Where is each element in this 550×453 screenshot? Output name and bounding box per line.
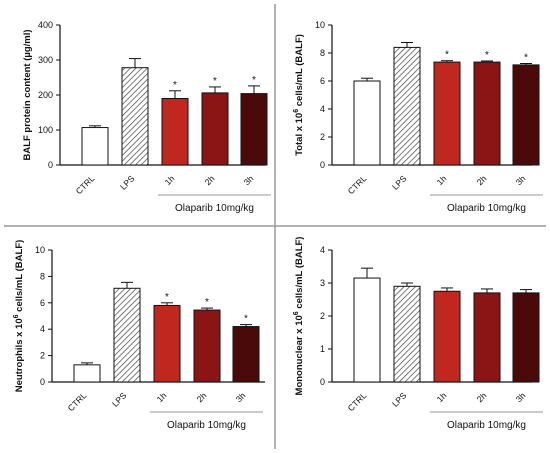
y-axis-title: BALF protein content (µg/ml) — [22, 29, 33, 160]
y-tick-label: 4 — [320, 245, 325, 255]
y-tick-label: 4 — [40, 324, 45, 334]
bar-3h — [232, 326, 260, 383]
bar-1h — [433, 61, 461, 166]
y-tick-label: 3 — [320, 278, 325, 288]
y-tick-label: 8 — [320, 48, 325, 58]
bar-lps — [393, 285, 421, 383]
category-label: 1h — [155, 390, 169, 404]
bar-3h — [240, 93, 268, 166]
category-label: 1h — [435, 390, 449, 404]
significance-star: * — [244, 314, 248, 325]
group-label: Olaparib 10mg/kg — [447, 420, 526, 431]
y-tick-label: 0 — [40, 377, 45, 387]
category-label: CTRL — [74, 173, 97, 196]
category-label: 3h — [514, 173, 528, 187]
significance-star: * — [173, 80, 177, 91]
category-label: 3h — [242, 173, 256, 187]
y-tick-label: 1 — [320, 344, 325, 354]
y-tick-label: 6 — [40, 298, 45, 308]
significance-star: * — [445, 50, 449, 61]
bar-3h — [512, 64, 540, 166]
bar-ctrl — [353, 277, 381, 383]
bar-2h — [473, 292, 501, 383]
y-tick-label: 8 — [40, 271, 45, 281]
bar-ctrl — [353, 80, 381, 166]
category-label: LPS — [390, 173, 409, 192]
category-label: 2h — [195, 390, 209, 404]
y-tick-label: 200 — [38, 90, 53, 100]
y-axis-title: Mononuclear x 106 cells/mL (BALF) — [293, 237, 305, 396]
panel-mononuclear: 0 1 2 3 4 Mononuclear x 106 cells/mL (BALF) CT… — [293, 237, 543, 431]
group-label: Olaparib 10mg/kg — [167, 420, 246, 431]
category-label: CTRL — [346, 173, 369, 196]
panel-total-cells: 0 2 4 6 8 10 Total x 106 cells/mL (BALF) CTRL LP… — [293, 20, 543, 214]
bar-ctrl — [73, 364, 101, 383]
y-tick-label: 100 — [38, 125, 53, 135]
bar-lps — [121, 67, 149, 166]
y-axis-title: Total x 106 cells/mL (BALF) — [293, 34, 305, 156]
bar-lps — [393, 46, 421, 166]
bar-2h — [473, 61, 501, 166]
bar-3h — [512, 292, 540, 383]
group-label: Olaparib 10mg/kg — [175, 203, 254, 214]
category-label: 2h — [203, 173, 217, 187]
category-label: 1h — [163, 173, 177, 187]
category-label: 2h — [475, 390, 489, 404]
bar-lps — [113, 287, 141, 383]
category-label: 2h — [475, 173, 489, 187]
bar-1h — [161, 98, 189, 166]
y-tick-label: 300 — [38, 55, 53, 65]
significance-star: * — [524, 53, 528, 64]
category-label: LPS — [118, 173, 137, 192]
group-label: Olaparib 10mg/kg — [447, 203, 526, 214]
category-label: CTRL — [66, 390, 89, 413]
significance-star: * — [252, 75, 256, 86]
y-tick-label: 2 — [40, 351, 45, 361]
bar-1h — [153, 304, 181, 383]
y-axis-title: Neutrophils x 106 cells/mL (BALF) — [13, 240, 25, 393]
bar-1h — [433, 290, 461, 383]
significance-star: * — [213, 76, 217, 87]
y-tick-label: 2 — [320, 311, 325, 321]
category-label: 3h — [234, 390, 248, 404]
y-tick-label: 10 — [35, 245, 45, 255]
y-tick-label: 4 — [320, 104, 325, 114]
y-tick-label: 6 — [320, 76, 325, 86]
category-label: CTRL — [346, 390, 369, 413]
y-tick-label: 10 — [315, 20, 325, 30]
y-tick-label: 0 — [320, 377, 325, 387]
y-tick-label: 0 — [48, 160, 53, 170]
category-label: 1h — [435, 173, 449, 187]
significance-star: * — [205, 297, 209, 308]
panel-neutrophils: 0 2 4 6 8 10 Neutrophils x 106 cells/mL (BALF)… — [13, 240, 265, 431]
significance-star: * — [485, 50, 489, 61]
panel-protein: 0 100 200 300 400 BALF protein content (µg/ml… — [22, 20, 271, 214]
category-label: 3h — [514, 390, 528, 404]
category-label: LPS — [110, 390, 129, 409]
y-tick-label: 400 — [38, 20, 53, 30]
y-tick-label: 0 — [320, 160, 325, 170]
bar-2h — [201, 92, 229, 166]
y-tick-label: 2 — [320, 132, 325, 142]
category-label: LPS — [390, 390, 409, 409]
bar-2h — [193, 309, 221, 383]
significance-star: * — [165, 292, 169, 303]
bar-ctrl — [81, 127, 109, 166]
